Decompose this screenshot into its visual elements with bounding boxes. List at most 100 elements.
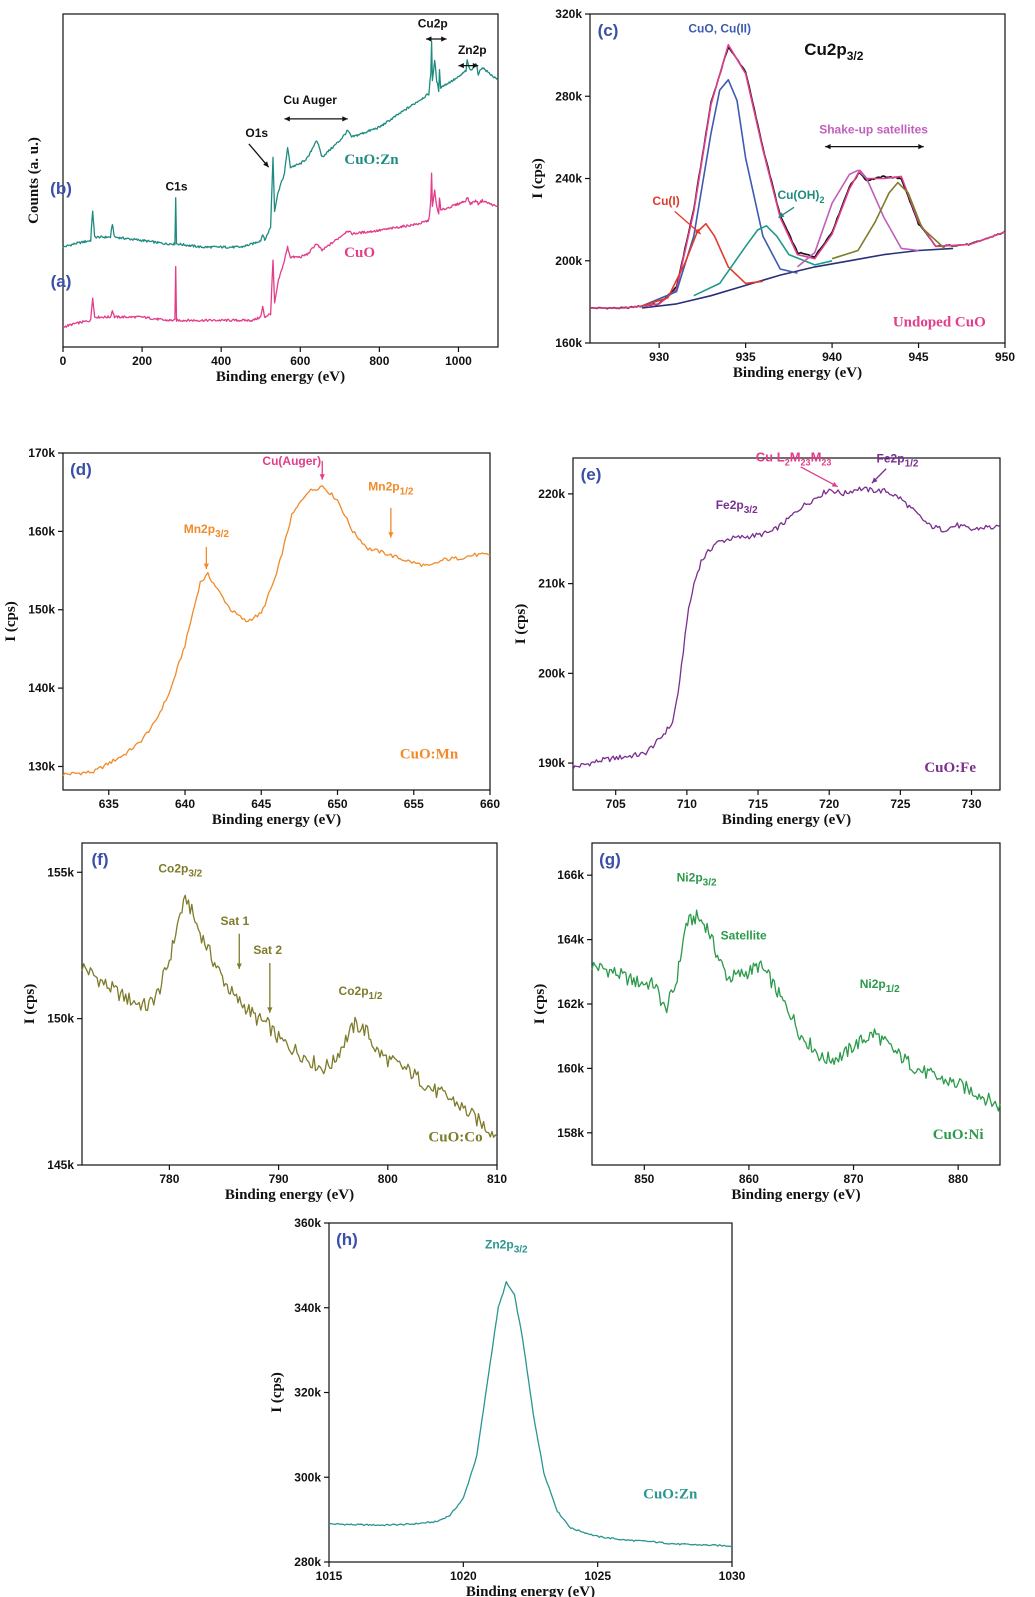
- peak-label: C1s: [165, 179, 187, 193]
- x-tick-label: 730: [962, 797, 982, 811]
- mn2p12-label: Mn2p1/2: [368, 480, 414, 498]
- mn2p32-label: Mn2p3/2: [184, 522, 230, 540]
- series-line-cuo-fe: [572, 486, 1001, 770]
- series-line-cuo-co: [81, 894, 498, 1138]
- y-tick-label: 166k: [557, 868, 584, 882]
- x-tick-label: 725: [890, 797, 910, 811]
- series-line-cuo-ni: [591, 909, 1001, 1112]
- x-tick-label: 705: [606, 797, 626, 811]
- fe2p32-label: Fe2p3/2: [716, 498, 758, 516]
- series-line-background: [641, 247, 954, 309]
- x-axis-label: Binding energy (eV): [216, 369, 345, 385]
- peak-label: CuO, Cu(II): [688, 22, 751, 36]
- x-tick-label: 870: [844, 1172, 864, 1186]
- panel-frame-e: [572, 457, 1001, 791]
- panel-label: (b): [50, 179, 72, 198]
- panel-frame-ab: [62, 13, 499, 348]
- peak-label: Cu2p: [418, 16, 448, 30]
- x-tick-label: 945: [909, 350, 929, 364]
- panel-c-title: Cu2p3/2: [804, 40, 864, 63]
- y-axis-label: I (cps): [532, 984, 548, 1024]
- y-tick-label: 160k: [557, 1061, 584, 1075]
- sat1-arrow: [236, 933, 242, 969]
- x-tick-label: 810: [487, 1172, 507, 1186]
- sample-label: CuO:Zn: [344, 152, 399, 168]
- x-tick-label: 850: [634, 1172, 654, 1186]
- sample-label: CuO:Fe: [924, 760, 976, 776]
- x-tick-label: 940: [822, 350, 842, 364]
- cu-lmm-label: Cu L2M23M23: [756, 450, 832, 468]
- panel-label-d: (d): [70, 460, 92, 479]
- ni2p12-label: Ni2p1/2: [860, 977, 900, 995]
- series-line-cuo-zn: [328, 1281, 733, 1548]
- x-tick-label: 715: [748, 797, 768, 811]
- cu-auger-arrow: [319, 460, 325, 480]
- x-tick-label: 645: [251, 797, 271, 811]
- x-tick-label: 800: [378, 1172, 398, 1186]
- series-line-cu2p3-2-measured: [589, 46, 1006, 310]
- panel-frame-d: [62, 452, 491, 791]
- y-axis-label: I (cps): [22, 984, 38, 1024]
- x-tick-label: 710: [677, 797, 697, 811]
- peak-label: Shake-up satellites: [819, 122, 928, 136]
- x-tick-label: 1030: [719, 1569, 746, 1583]
- cuoh2-arrow: [778, 206, 795, 219]
- panel-label-f: (f): [92, 850, 109, 869]
- y-tick-label: 164k: [557, 933, 584, 947]
- peak-label: Cu(Auger): [262, 454, 321, 468]
- y-axis-label: I (cps): [513, 604, 529, 644]
- x-axis-label: Binding energy (eV): [466, 1584, 595, 1597]
- panel-frame-f: [81, 842, 498, 1166]
- x-axis-label: Binding energy (eV): [722, 812, 851, 828]
- ni2p32-label: Ni2p3/2: [677, 871, 717, 889]
- y-tick-label: 210k: [538, 577, 565, 591]
- y-tick-label: 130k: [28, 759, 55, 773]
- peak-label: Zn2p: [458, 43, 487, 57]
- series-line-shake-up-satellite-2: [831, 181, 946, 260]
- x-axis-label: Binding energy (eV): [225, 1187, 354, 1203]
- x-axis-label: Binding energy (eV): [731, 1187, 860, 1203]
- peak-label: O1s: [245, 126, 268, 140]
- y-tick-label: 320k: [294, 1386, 321, 1400]
- y-axis-label: I (cps): [3, 601, 19, 641]
- peak-label: Sat 2: [253, 943, 282, 957]
- sample-label: CuO:Co: [428, 1130, 482, 1146]
- x-tick-label: 640: [175, 797, 195, 811]
- peak-label: Sat 1: [221, 914, 250, 928]
- y-tick-label: 162k: [557, 997, 584, 1011]
- y-tick-label: 360k: [294, 1216, 321, 1230]
- zn2p-range-arrow: [458, 63, 479, 69]
- x-tick-label: 800: [369, 354, 389, 368]
- y-tick-label: 190k: [538, 756, 565, 770]
- mn2p32-arrow: [203, 547, 209, 569]
- x-tick-label: 1025: [584, 1569, 611, 1583]
- x-tick-label: 400: [211, 354, 231, 368]
- x-tick-label: 950: [995, 350, 1015, 364]
- x-tick-label: 790: [269, 1172, 289, 1186]
- data-lines: [62, 40, 1006, 1548]
- y-tick-label: 280k: [555, 89, 582, 103]
- o1s-arrow: [248, 143, 270, 168]
- y-tick-label: 280k: [294, 1555, 321, 1569]
- y-tick-label: 155k: [47, 865, 74, 879]
- y-tick-label: 340k: [294, 1301, 321, 1315]
- x-tick-label: 880: [948, 1172, 968, 1186]
- panel-label-h: (h): [336, 1230, 358, 1249]
- shake-up-range-arrow: [825, 144, 924, 150]
- series-line-cuo-zn: [62, 40, 499, 249]
- y-axis-label: Counts (a. u.): [26, 137, 42, 224]
- panel-label-e: (e): [581, 465, 602, 484]
- x-tick-label: 930: [649, 350, 669, 364]
- x-tick-label: 200: [132, 354, 152, 368]
- mn2p12-arrow: [388, 507, 394, 538]
- sat2-arrow: [267, 963, 273, 1013]
- series-line-cu2p3-2-envelope: [590, 44, 1006, 309]
- panel-label-g: (g): [599, 850, 621, 869]
- peak-label: Cu(I): [652, 194, 679, 208]
- y-axis-label: I (cps): [530, 158, 546, 198]
- cuoh2-label: Cu(OH)2: [777, 188, 824, 205]
- panel-frame-g: [591, 842, 1001, 1166]
- fe2p12-arrow: [871, 468, 887, 484]
- y-tick-label: 240k: [555, 172, 582, 186]
- sample-label: CuO:Ni: [933, 1127, 984, 1143]
